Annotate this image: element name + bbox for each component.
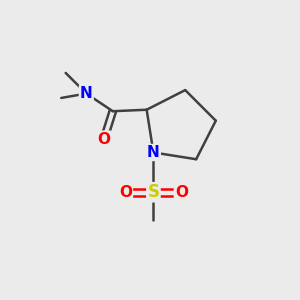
Text: N: N <box>147 145 160 160</box>
Text: N: N <box>80 86 93 101</box>
Text: O: O <box>175 185 188 200</box>
Text: O: O <box>98 132 110 147</box>
Text: S: S <box>147 183 159 201</box>
Text: O: O <box>119 185 132 200</box>
